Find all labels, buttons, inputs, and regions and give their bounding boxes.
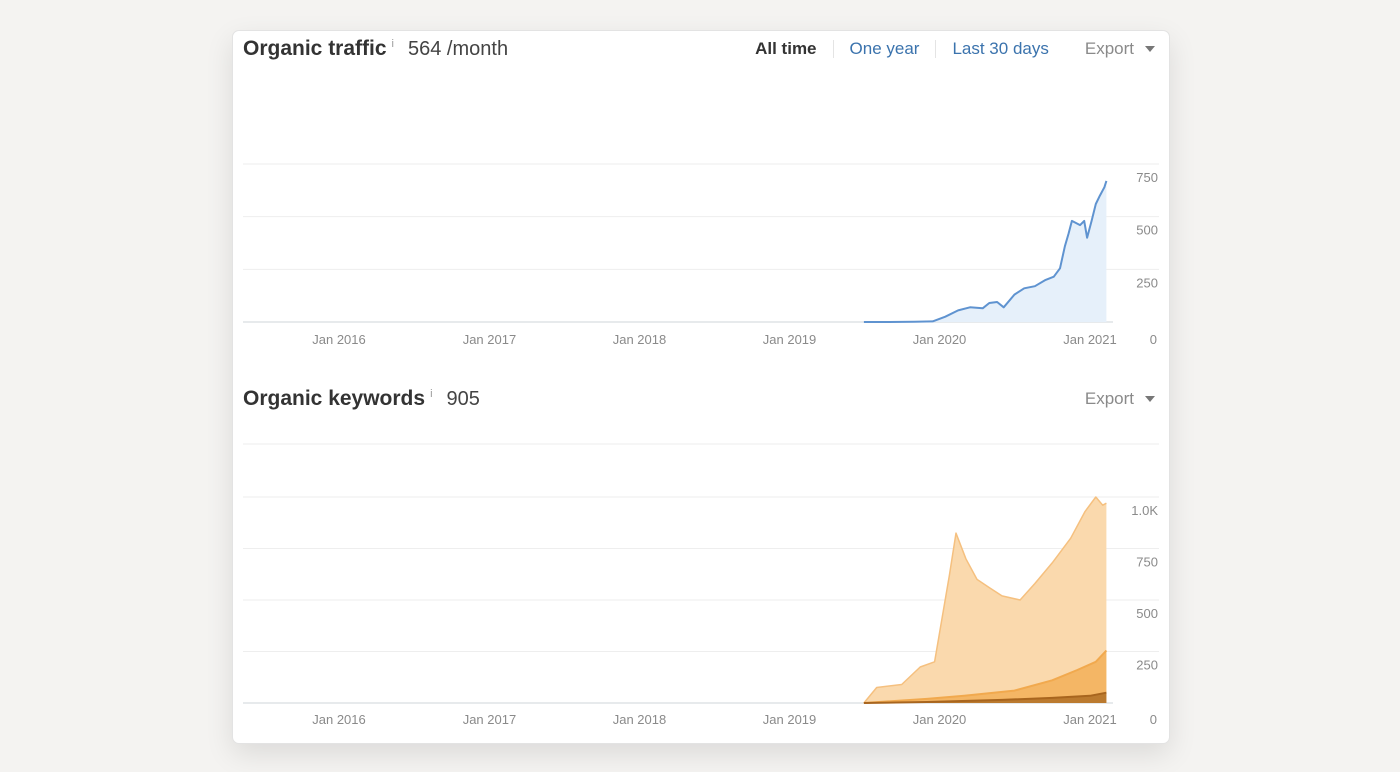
y-tick-label: 500 <box>1136 223 1158 238</box>
traffic-metric: 564 /month <box>408 37 509 60</box>
x-tick-label: Jan 2017 <box>463 332 517 347</box>
traffic-export-label: Export <box>1084 39 1134 58</box>
chevron-down-icon <box>1145 396 1155 402</box>
series-area <box>863 180 1107 322</box>
tab-all-time[interactable]: All time <box>755 39 817 58</box>
x-tick-label: Jan 2020 <box>913 712 967 727</box>
keywords-info-icon[interactable]: i <box>430 388 433 400</box>
tab-last-30-days[interactable]: Last 30 days <box>952 39 1049 58</box>
y-tick-label: 0 <box>1150 332 1157 347</box>
x-tick-label: Jan 2017 <box>463 712 517 727</box>
keywords-header: Organic keywords i 905 Export <box>243 383 1155 415</box>
y-tick-label: 750 <box>1136 170 1158 185</box>
x-tick-label: Jan 2021 <box>1063 712 1117 727</box>
y-tick-label: 750 <box>1136 555 1158 570</box>
x-tick-label: Jan 2016 <box>312 712 366 727</box>
y-tick-label: 500 <box>1136 606 1158 621</box>
x-tick-label: Jan 2018 <box>613 712 667 727</box>
chevron-down-icon <box>1145 46 1155 52</box>
series-line <box>863 180 1108 323</box>
y-tick-label: 1.0K <box>1131 503 1158 518</box>
x-tick-label: Jan 2018 <box>613 332 667 347</box>
traffic-export-button[interactable]: Export <box>1085 39 1155 59</box>
tab-divider <box>935 40 937 58</box>
seo-overview-card: Organic traffic i 564 /month All time On… <box>232 30 1170 744</box>
keywords-export-label: Export <box>1084 389 1134 408</box>
tab-one-year[interactable]: One year <box>849 39 920 58</box>
keywords-metric: 905 <box>446 387 480 410</box>
series-line <box>863 496 1107 704</box>
charts-canvas: 750 500 250 0 Jan 2016 Jan 2017 Jan 2018 Jan 20… <box>243 163 1159 727</box>
traffic-info-icon[interactable]: i <box>391 38 394 50</box>
y-tick-label: 250 <box>1136 275 1158 290</box>
x-tick-label: Jan 2020 <box>913 332 967 347</box>
x-tick-label: Jan 2016 <box>312 332 366 347</box>
keywords-title: Organic keywords <box>243 387 426 410</box>
series-area <box>863 497 1107 703</box>
y-tick-label: 250 <box>1136 658 1158 673</box>
traffic-title: Organic traffic <box>243 37 387 60</box>
series-area <box>863 692 1107 703</box>
y-tick-label: 0 <box>1150 712 1157 727</box>
x-tick-label: Jan 2021 <box>1063 332 1117 347</box>
tab-divider <box>832 40 834 58</box>
keywords-export-button[interactable]: Export <box>1085 389 1155 409</box>
series-line <box>863 691 1107 704</box>
x-tick-label: Jan 2019 <box>763 712 817 727</box>
series-area <box>863 650 1107 703</box>
x-tick-label: Jan 2019 <box>763 332 817 347</box>
traffic-header: Organic traffic i 564 /month All time On… <box>243 33 1155 65</box>
series-line <box>863 649 1108 704</box>
